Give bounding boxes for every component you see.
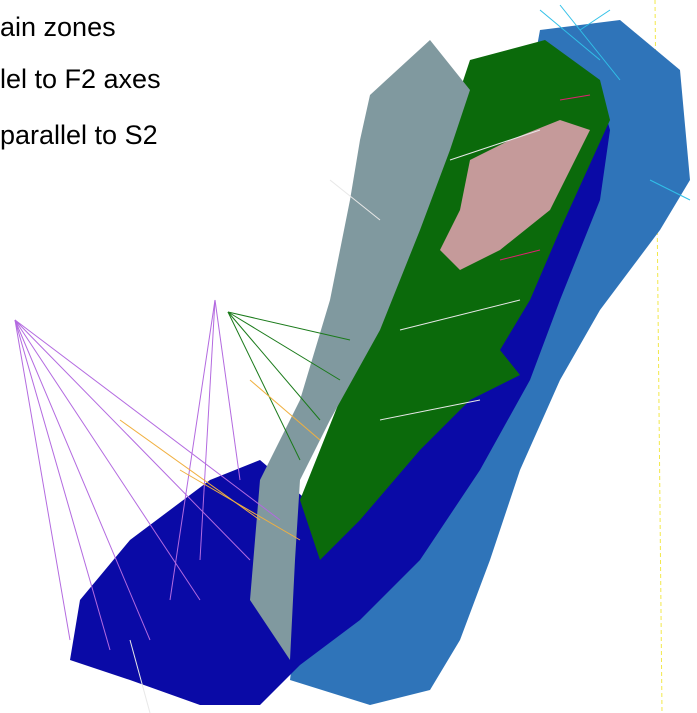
drillhole-traces [499, 94, 591, 261]
legend-text: lel to F2 axes [0, 64, 161, 94]
drillhole-traces [539, 4, 691, 201]
legend-text: ain zones [0, 12, 116, 42]
pink-zone [440, 120, 590, 270]
legend-text: parallel to S2 [0, 120, 158, 150]
blue-zone [70, 45, 610, 705]
drillhole-traces [119, 379, 321, 541]
grey-surface [250, 40, 470, 660]
drillhole-traces [129, 129, 541, 713]
drillhole-fan [227, 311, 351, 461]
drillhole-fan [14, 299, 281, 651]
